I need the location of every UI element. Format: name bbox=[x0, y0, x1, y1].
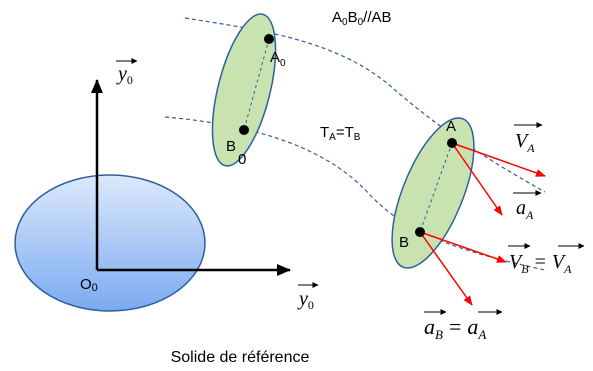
vector-aA-label: aA bbox=[513, 190, 542, 222]
vector-VA-label: VA bbox=[514, 122, 543, 155]
solid-position-1 bbox=[391, 117, 475, 269]
vector-VA bbox=[451, 142, 546, 177]
svg-text:y0: y0 bbox=[116, 63, 133, 87]
point-A bbox=[447, 138, 457, 148]
point-A0-label: A0 bbox=[270, 49, 286, 69]
svg-text:aB=aA: aB = aA bbox=[424, 314, 486, 342]
origin-label: O0 bbox=[80, 276, 98, 294]
solid-position-0 bbox=[211, 13, 277, 167]
svg-text:VB=VA: VB = VA bbox=[509, 251, 572, 276]
point-B0-sub-label: 0 bbox=[238, 151, 246, 168]
point-B0 bbox=[239, 125, 249, 135]
point-B bbox=[415, 227, 425, 237]
svg-text:aA: aA bbox=[516, 197, 534, 222]
segment-AB bbox=[419, 142, 453, 233]
trajectory-equality-label: TA=TB bbox=[320, 124, 361, 143]
parallel-relation-label: A0B0//AB bbox=[332, 9, 392, 28]
point-A-label: A bbox=[446, 118, 456, 135]
reference-solid bbox=[14, 174, 206, 312]
segment-A0B0 bbox=[243, 38, 270, 131]
axis-y-label: y0 bbox=[116, 58, 138, 87]
point-B-label: B bbox=[399, 234, 409, 251]
vector-aB-equation: aB = aA bbox=[424, 309, 503, 342]
vector-VB bbox=[419, 231, 507, 263]
point-A0 bbox=[264, 34, 274, 44]
svg-text:y0: y0 bbox=[297, 288, 314, 312]
vector-aA bbox=[451, 142, 503, 216]
axis-x-label: y0 bbox=[297, 282, 319, 312]
svg-text:VA: VA bbox=[515, 130, 535, 155]
point-B0-label: B bbox=[226, 138, 236, 155]
vector-aB bbox=[419, 231, 473, 306]
vector-VB-equation: VB = VA bbox=[508, 243, 585, 276]
reference-solid-caption: Solide de référence bbox=[171, 349, 310, 366]
